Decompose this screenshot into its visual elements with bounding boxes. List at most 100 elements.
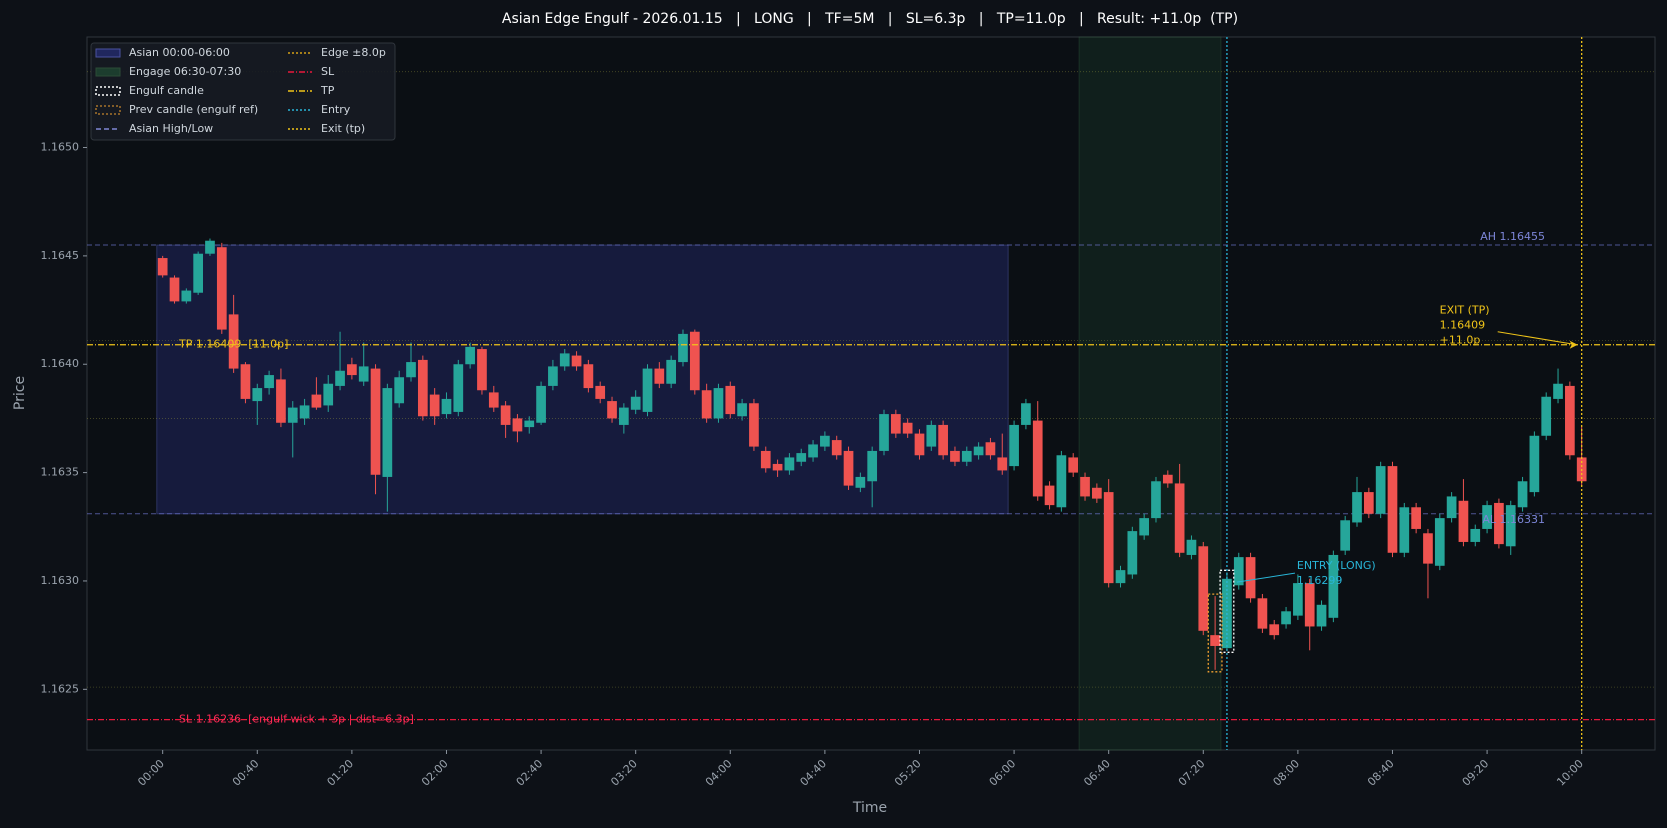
candle-body	[808, 444, 818, 458]
tp-label: TP 1.16409 [11.0p]	[178, 338, 288, 351]
exit-arrowhead	[1569, 340, 1578, 349]
candle-body	[820, 435, 830, 447]
candle-body	[157, 258, 168, 276]
candle-body	[1434, 518, 1445, 566]
plot-area	[86, 36, 1656, 751]
candle-body	[335, 370, 345, 386]
candle-body	[559, 353, 570, 367]
candle-body	[843, 450, 854, 486]
candle-body	[406, 362, 416, 378]
candle-body	[926, 424, 937, 447]
candle-body	[1032, 420, 1043, 497]
candle-body	[1316, 604, 1327, 627]
exit-label: 1.16409	[1440, 319, 1486, 332]
candle-body	[512, 418, 523, 432]
legend-label: Engage 06:30-07:30	[129, 65, 241, 78]
entry-label: 1.16299	[1297, 574, 1343, 587]
candle-body	[394, 377, 405, 404]
candle-body	[571, 355, 582, 367]
candle-body	[784, 457, 795, 471]
candle-body	[1553, 383, 1563, 399]
candle-body	[1068, 457, 1079, 473]
candle-body	[252, 388, 263, 402]
candle-body	[1458, 500, 1469, 542]
candle-body	[1446, 496, 1457, 519]
legend-label: Asian High/Low	[129, 122, 213, 135]
candle-body	[347, 364, 357, 376]
candle-body	[1151, 481, 1161, 519]
legend-label: Exit (tp)	[321, 122, 365, 135]
candle-body	[1352, 492, 1362, 523]
candle-body	[1245, 557, 1256, 599]
candle-body	[678, 333, 688, 363]
candle-body	[264, 375, 274, 389]
candle-body	[193, 253, 204, 293]
candle-body	[1505, 505, 1516, 547]
candle-body	[902, 422, 913, 434]
candle-body	[181, 290, 192, 302]
legend-label: Prev candle (engulf ref)	[129, 103, 258, 116]
candle-body	[938, 424, 948, 456]
candle-body	[1233, 557, 1244, 586]
candle-body	[1340, 520, 1351, 551]
candle-body	[1363, 492, 1374, 514]
candle-body	[701, 390, 712, 419]
candle-body	[1328, 554, 1339, 618]
candle-body	[500, 405, 511, 425]
candle-body	[1056, 455, 1067, 508]
candle-body	[985, 442, 996, 456]
candle-body	[654, 368, 665, 384]
candle-body	[1115, 570, 1126, 584]
candle-body	[867, 450, 878, 482]
candle-body	[890, 414, 901, 434]
candle-body	[358, 366, 369, 382]
candle-body	[477, 349, 487, 391]
legend-swatch	[95, 48, 121, 58]
candle-body	[642, 368, 653, 412]
candle-body	[973, 446, 984, 456]
candle-body	[1529, 435, 1540, 493]
y-tick-label: 1.1630	[41, 574, 80, 587]
candle-body	[1494, 502, 1504, 545]
y-axis-label: Price	[12, 376, 28, 410]
candle-body	[725, 385, 736, 415]
candle-body	[666, 359, 677, 384]
candle-body	[287, 407, 298, 423]
candle-body	[607, 401, 617, 419]
legend-label: SL	[321, 65, 335, 78]
candle-body	[1482, 505, 1492, 529]
candle-body	[796, 453, 807, 462]
candle-body	[997, 457, 1008, 471]
candle-body	[228, 314, 239, 369]
exit-arrow	[1497, 331, 1577, 346]
legend-label: Entry	[321, 103, 351, 116]
chart-title: Asian Edge Engulf - 2026.01.15 | LONG | …	[502, 11, 1238, 27]
candle-body	[831, 440, 842, 456]
legend-label: Asian 00:00-06:00	[129, 46, 230, 59]
candle-body	[1021, 403, 1031, 425]
candle-body	[1174, 483, 1185, 553]
candle-body	[205, 240, 215, 254]
y-tick-label: 1.1645	[41, 249, 80, 262]
candle-body	[1044, 485, 1055, 506]
candle-body	[1257, 598, 1268, 629]
candle-body	[1387, 466, 1398, 553]
candle-body	[488, 392, 499, 408]
candle-body	[299, 405, 310, 419]
entry-arrow	[1236, 572, 1296, 583]
candle-body	[595, 385, 606, 399]
candle-body	[961, 450, 972, 462]
legend-box	[90, 42, 396, 141]
y-tick-label: 1.1635	[41, 466, 80, 479]
exit-label: +11.0p	[1440, 334, 1481, 347]
candle-body	[689, 331, 700, 391]
candle-body	[1162, 474, 1173, 484]
candle-body	[1269, 624, 1280, 636]
candle-body	[1127, 531, 1138, 575]
prev-candle-box	[1207, 593, 1223, 673]
candle-body	[1565, 385, 1575, 456]
candle-body	[548, 366, 558, 386]
candle-body	[441, 398, 452, 415]
candle-body	[760, 450, 771, 469]
candle-body	[1092, 487, 1102, 499]
